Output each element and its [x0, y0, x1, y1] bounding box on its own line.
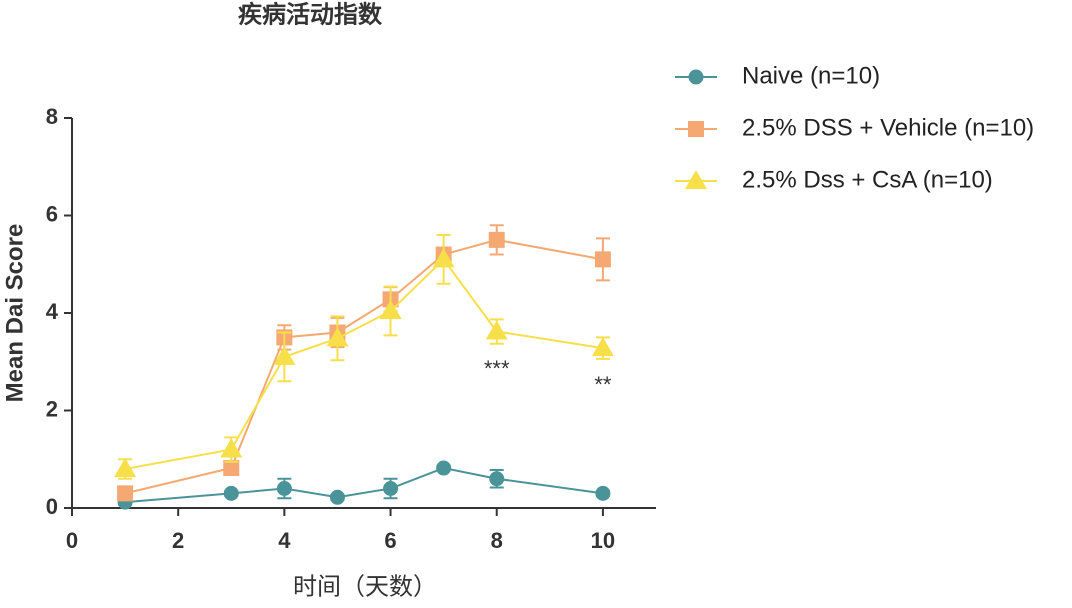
data-point [276, 481, 292, 496]
legend-label: 2.5% Dss + CsA (n=10) [742, 166, 993, 193]
y-tick-label: 4 [46, 299, 59, 324]
y-axis-label: Mean Dai Score [1, 224, 28, 403]
y-tick-label: 2 [46, 396, 58, 421]
data-point [114, 458, 137, 477]
y-tick-label: 8 [46, 104, 58, 129]
data-point [432, 248, 455, 268]
legend-marker [688, 121, 704, 137]
data-point [117, 485, 134, 502]
y-tick-label: 6 [46, 201, 58, 226]
legend-marker [688, 69, 704, 85]
x-tick-label: 2 [172, 528, 184, 553]
series-line [124, 257, 604, 470]
x-axis-label: 时间（天数） [293, 573, 437, 600]
chart-title: 疾病活动指数 [238, 0, 383, 28]
y-tick-label: 0 [46, 494, 58, 519]
data-point [220, 438, 243, 458]
annotation: *** [484, 356, 510, 381]
legend-label: Naive (n=10) [742, 62, 880, 89]
series-line [125, 466, 604, 504]
data-point [488, 231, 505, 248]
data-point [383, 481, 399, 496]
data-point [591, 337, 614, 357]
data-point [595, 485, 611, 501]
data-point [594, 251, 611, 268]
x-tick-label: 6 [384, 528, 396, 553]
data-point [436, 460, 452, 476]
data-point [485, 320, 508, 340]
data-point [329, 489, 345, 505]
x-tick-label: 8 [491, 528, 503, 553]
data-point [273, 345, 296, 365]
data-point [379, 300, 402, 320]
series-line [124, 238, 604, 495]
data-point [489, 471, 505, 487]
x-tick-label: 4 [278, 528, 291, 553]
legend-label: 2.5% DSS + Vehicle (n=10) [742, 114, 1034, 141]
data-point [223, 485, 239, 501]
data-point [326, 327, 349, 347]
legend-marker [685, 170, 707, 189]
annotation: ** [594, 372, 612, 397]
x-tick-label: 10 [591, 528, 615, 553]
data-point [223, 460, 240, 477]
x-tick-label: 0 [66, 528, 78, 553]
